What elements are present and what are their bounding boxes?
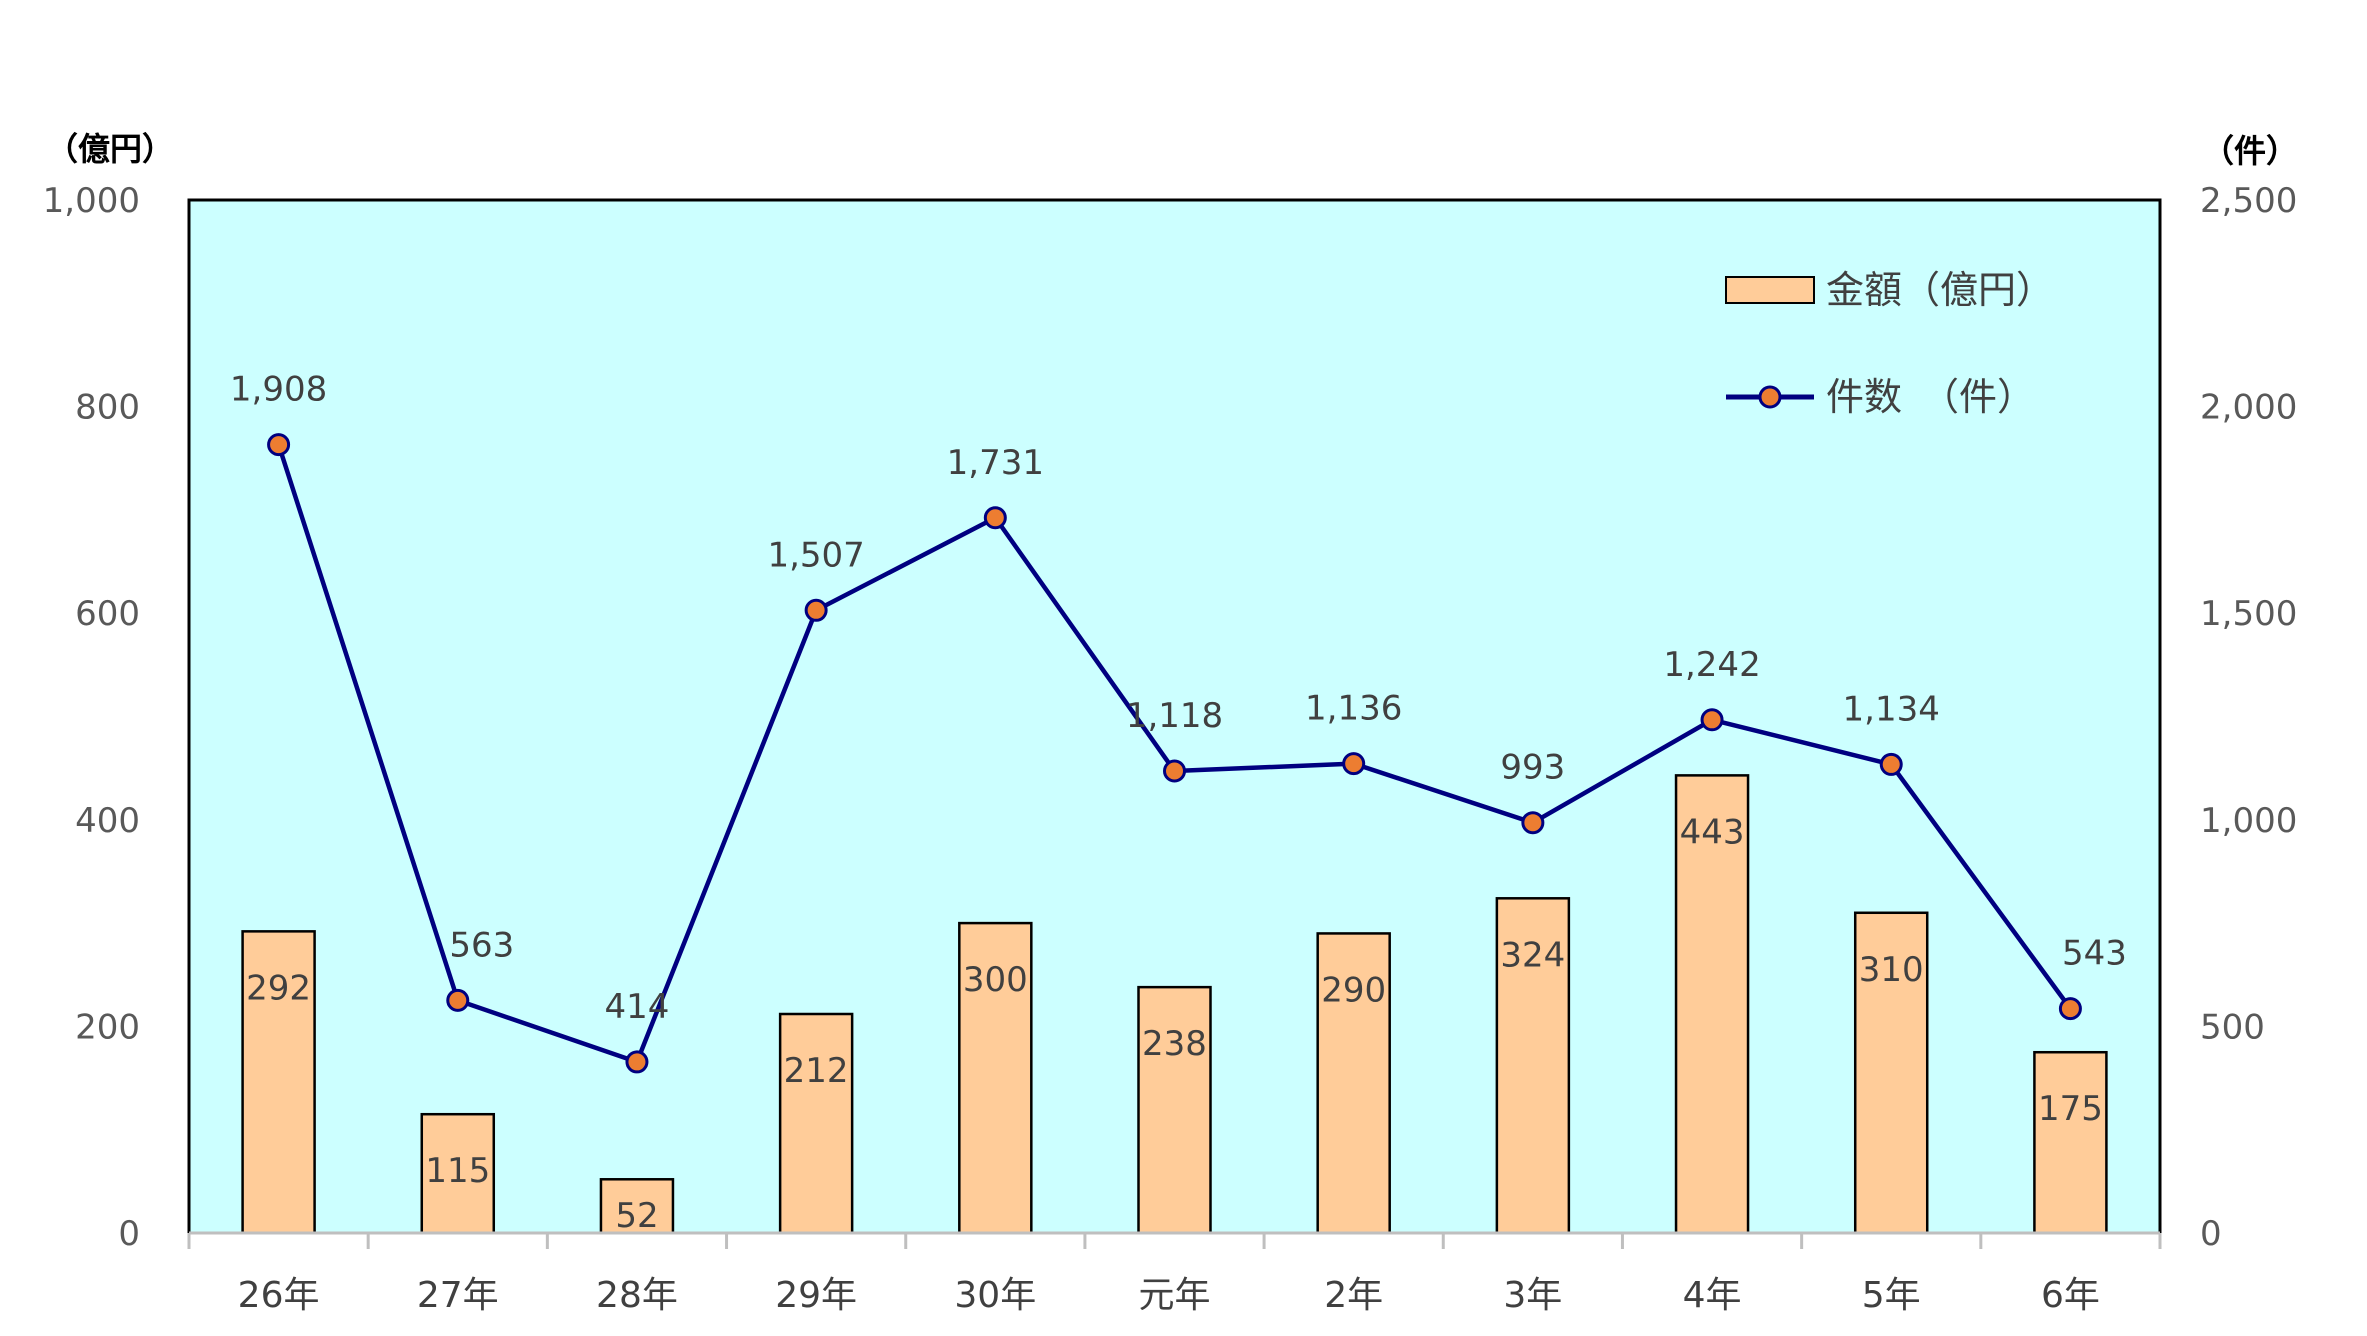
category-label: 2年 (1324, 1275, 1383, 1316)
legend: 金額（億円） 件数 （件） (1725, 268, 2054, 419)
line-point (1521, 811, 1545, 835)
left-tick-label: 400 (75, 801, 140, 841)
bar (420, 1112, 496, 1235)
bar (2033, 1050, 2108, 1235)
category-label: 30年 (954, 1275, 1036, 1316)
bar-data-label: 300 (963, 960, 1028, 1000)
x-axis (187, 1231, 2162, 1249)
right-axis-unit: （件） (2202, 132, 2298, 170)
left-tick-label: 600 (75, 594, 140, 634)
category-label: 元年 (1138, 1275, 1210, 1316)
category-label: 27年 (417, 1275, 499, 1316)
bar (241, 930, 316, 1235)
left-axis-unit: （億円） (46, 130, 174, 168)
line-data-label: 1,731 (947, 443, 1044, 483)
line-data-label: 1,908 (230, 370, 327, 410)
line-data-label: 1,134 (1843, 689, 1940, 729)
bar-data-label: 175 (2038, 1089, 2103, 1129)
legend-swatch-marker (1758, 385, 1782, 409)
legend-swatch-bar (1725, 276, 1815, 304)
bar-data-label: 290 (1321, 970, 1386, 1010)
line-point (1342, 752, 1366, 776)
right-tick-label: 1,500 (2200, 594, 2297, 634)
line-point (804, 598, 828, 622)
category-label: 26年 (238, 1275, 320, 1316)
left-axis-ticks: 0 200 400 600 800 1,000 (43, 181, 140, 1254)
bar-data-label: 443 (1680, 812, 1745, 852)
category-label: 5年 (1862, 1275, 1921, 1316)
bar-data-label: 310 (1859, 950, 1924, 990)
line-data-label: 1,118 (1126, 696, 1223, 736)
bar-data-label: 52 (615, 1196, 658, 1236)
line-data-label: 1,242 (1663, 645, 1760, 685)
category-labels: 26年 27年 28年 29年 30年 元年 2年 3年 4年 5年 6年 (238, 1275, 2100, 1316)
left-tick-label: 800 (75, 388, 140, 428)
right-tick-label: 1,000 (2200, 801, 2297, 841)
left-tick-label: 200 (75, 1007, 140, 1047)
line-data-label: 414 (605, 987, 670, 1027)
line-point (625, 1050, 649, 1074)
legend-label-bar: 金額（億円） (1826, 268, 2054, 312)
line-point (267, 433, 291, 457)
legend-label-line: 件数 （件） (1826, 375, 2035, 419)
right-tick-label: 0 (2200, 1214, 2222, 1254)
bar (1316, 932, 1391, 1235)
right-tick-label: 2,500 (2200, 181, 2297, 221)
line-data-label: 993 (1500, 748, 1565, 788)
bar-data-label: 115 (425, 1151, 490, 1191)
line-data-label: 563 (449, 925, 514, 965)
line-point (1700, 708, 1724, 732)
right-axis-ticks: 0 500 1,000 1,500 2,000 2,500 (2200, 181, 2297, 1254)
line-data-label: 1,136 (1305, 689, 1402, 729)
line-point (2058, 997, 2082, 1021)
right-tick-label: 2,000 (2200, 388, 2297, 428)
line-series: 1,908 563 414 1,507 1,731 1,118 1,136 993 1,242 1… (230, 370, 2127, 1074)
line-point (446, 988, 470, 1012)
bar-data-label: 324 (1500, 935, 1565, 975)
bar-data-label: 238 (1142, 1024, 1207, 1064)
bar-data-label: 212 (784, 1051, 849, 1091)
bar-data-label: 292 (246, 968, 311, 1008)
category-label: 28年 (596, 1275, 678, 1316)
line-data-label: 1,507 (767, 535, 864, 575)
category-label: 6年 (2041, 1275, 2100, 1316)
line-point (1879, 752, 1903, 776)
line-data-label: 543 (2062, 934, 2127, 974)
left-tick-label: 1,000 (43, 181, 140, 221)
bar (1674, 774, 1750, 1235)
category-label: 4年 (1683, 1275, 1742, 1316)
bar (778, 1012, 854, 1235)
right-tick-label: 500 (2200, 1007, 2265, 1047)
category-label: 29年 (775, 1275, 857, 1316)
line-point (1163, 759, 1186, 783)
category-label: 3年 (1503, 1275, 1562, 1316)
left-tick-label: 0 (118, 1214, 140, 1254)
line-point (983, 506, 1007, 530)
